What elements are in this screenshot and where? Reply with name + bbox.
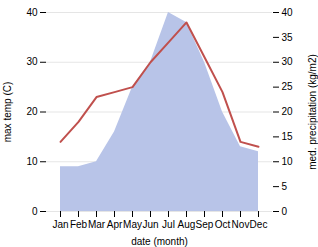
svg-text:10: 10	[282, 156, 294, 167]
svg-text:0: 0	[32, 206, 38, 217]
svg-text:30: 30	[282, 56, 294, 67]
svg-text:40: 40	[26, 7, 38, 18]
svg-text:Feb: Feb	[70, 219, 88, 230]
svg-text:Apr: Apr	[107, 219, 123, 230]
svg-text:35: 35	[282, 32, 294, 43]
svg-text:15: 15	[282, 131, 294, 142]
svg-text:med. precipitation (kg/m2): med. precipitation (kg/m2)	[307, 54, 318, 170]
svg-text:5: 5	[282, 181, 288, 192]
svg-text:20: 20	[26, 106, 38, 117]
svg-text:Jul: Jul	[162, 219, 175, 230]
svg-text:25: 25	[282, 81, 294, 92]
svg-text:Sep: Sep	[196, 219, 214, 230]
svg-text:Jan: Jan	[52, 219, 68, 230]
svg-text:0: 0	[282, 206, 288, 217]
svg-text:Nov: Nov	[232, 219, 250, 230]
svg-text:date (month): date (month)	[131, 236, 188, 247]
svg-text:20: 20	[282, 106, 294, 117]
svg-text:May: May	[123, 219, 142, 230]
svg-text:max temp (C): max temp (C)	[2, 82, 13, 143]
svg-text:Mar: Mar	[88, 219, 106, 230]
svg-text:Oct: Oct	[215, 219, 231, 230]
svg-text:Dec: Dec	[250, 219, 268, 230]
svg-text:Aug: Aug	[178, 219, 196, 230]
svg-text:40: 40	[282, 7, 294, 18]
svg-text:10: 10	[26, 156, 38, 167]
svg-text:Jun: Jun	[142, 219, 158, 230]
svg-text:30: 30	[26, 56, 38, 67]
